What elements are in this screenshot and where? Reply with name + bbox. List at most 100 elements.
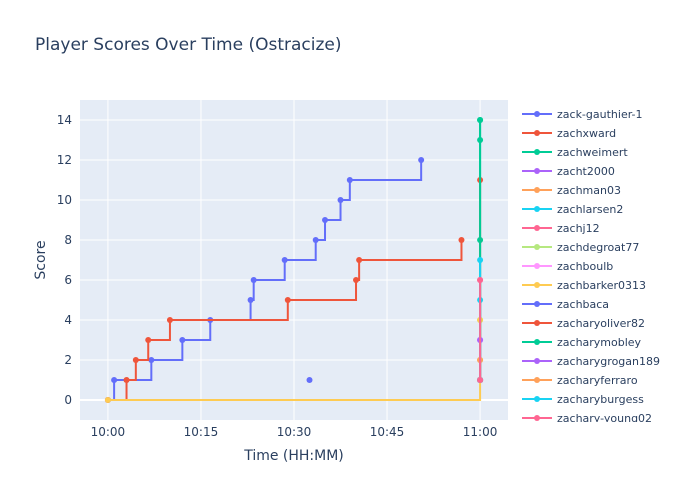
data-point[interactable]	[250, 277, 257, 283]
legend-swatch-marker	[534, 130, 540, 136]
legend-label: zachdegroat77	[557, 241, 639, 254]
legend-item-zachbarker0313[interactable]: zachbarker0313	[522, 279, 646, 292]
legend-label: zachbarker0313	[557, 279, 646, 292]
y-axis-title: Score	[33, 240, 49, 279]
legend[interactable]: zack-gauthier-1 zachxward zachweimert zacht…	[522, 108, 660, 425]
legend-item-zack-gauthier-1[interactable]: zack-gauthier-1	[522, 108, 643, 121]
legend-swatch-marker	[534, 415, 540, 421]
data-point[interactable]	[477, 277, 484, 283]
legend-label: zachary-young02	[557, 412, 652, 425]
x-tick-label: 10:00	[91, 425, 126, 439]
x-tick-label: 10:15	[184, 425, 219, 439]
data-point[interactable]	[148, 357, 155, 363]
series-zachbaca	[306, 377, 313, 383]
legend-label: zachman03	[557, 184, 621, 197]
legend-swatch-marker	[534, 149, 540, 155]
legend-swatch-marker	[534, 339, 540, 345]
x-tick-label: 10:45	[370, 425, 405, 439]
legend-label: zachweimert	[557, 146, 628, 159]
data-point[interactable]	[418, 157, 425, 163]
data-point[interactable]	[337, 197, 344, 203]
legend-label: zachj12	[557, 222, 600, 235]
legend-item-zacharyoliver82[interactable]: zacharyoliver82	[522, 317, 645, 330]
legend-label: zachboulb	[557, 260, 613, 273]
legend-swatch-marker	[534, 244, 540, 250]
legend-swatch-marker	[534, 168, 540, 174]
x-axis-title: Time (HH:MM)	[243, 448, 344, 464]
legend-label: zacharygrogan189	[557, 355, 660, 368]
legend-label: zacharyoliver82	[557, 317, 645, 330]
y-tick-label: 6	[64, 273, 72, 287]
legend-label: zachxward	[557, 127, 616, 140]
data-point[interactable]	[322, 217, 329, 223]
legend-label: zachbaca	[557, 298, 609, 311]
data-point[interactable]	[477, 117, 484, 123]
y-tick-label: 0	[64, 393, 72, 407]
legend-swatch-marker	[534, 206, 540, 212]
legend-swatch-marker	[534, 301, 540, 307]
y-tick-label: 10	[57, 193, 72, 207]
legend-item-zachj12[interactable]: zachj12	[522, 222, 600, 235]
data-point[interactable]	[458, 237, 465, 243]
data-point[interactable]	[111, 377, 118, 383]
series-zachary-young02	[477, 277, 484, 383]
legend-item-zachboulb[interactable]: zachboulb	[522, 260, 613, 273]
legend-item-zacharygrogan189[interactable]: zacharygrogan189	[522, 355, 660, 368]
legend-label: zack-gauthier-1	[557, 108, 643, 121]
legend-swatch-marker	[534, 225, 540, 231]
data-point[interactable]	[312, 237, 319, 243]
series-zack-gauthier-1	[104, 157, 425, 403]
legend-swatch-marker	[534, 111, 540, 117]
data-point[interactable]	[477, 377, 484, 383]
series-group	[104, 117, 484, 403]
legend-item-zacharyferraro[interactable]: zacharyferraro	[522, 374, 638, 387]
legend-item-zacht2000[interactable]: zacht2000	[522, 165, 615, 178]
legend-item-zacharyburgess[interactable]: zacharyburgess	[522, 393, 644, 406]
data-point[interactable]	[104, 397, 111, 403]
data-point[interactable]	[477, 257, 484, 263]
legend-item-zacharymobley[interactable]: zacharymobley	[522, 336, 642, 349]
y-tick-label: 12	[57, 153, 72, 167]
legend-swatch-marker	[534, 320, 540, 326]
data-point[interactable]	[281, 257, 288, 263]
legend-swatch-marker	[534, 282, 540, 288]
legend-item-zachlarsen2[interactable]: zachlarsen2	[522, 203, 623, 216]
legend-swatch-marker	[534, 263, 540, 269]
data-point[interactable]	[356, 257, 363, 263]
data-point[interactable]	[346, 177, 353, 183]
legend-label: zachlarsen2	[557, 203, 623, 216]
legend-item-zachary-young02[interactable]: zachary-young02	[522, 412, 652, 425]
legend-item-zachman03[interactable]: zachman03	[522, 184, 621, 197]
series-zachxward	[104, 237, 465, 403]
legend-swatch-marker	[534, 187, 540, 193]
x-tick-label: 11:00	[463, 425, 498, 439]
legend-swatch-marker	[534, 377, 540, 383]
legend-item-zachbaca[interactable]: zachbaca	[522, 298, 609, 311]
legend-label: zacharyburgess	[557, 393, 644, 406]
data-point[interactable]	[247, 297, 254, 303]
legend-swatch-marker	[534, 396, 540, 402]
legend-swatch-marker	[534, 358, 540, 364]
x-axis-ticks: 10:00 10:15 10:30 10:45 11:00	[91, 425, 498, 439]
y-tick-label: 4	[64, 313, 72, 327]
legend-item-zachdegroat77[interactable]: zachdegroat77	[522, 241, 639, 254]
legend-label: zacht2000	[557, 165, 615, 178]
data-point[interactable]	[145, 337, 152, 343]
data-point[interactable]	[353, 277, 360, 283]
legend-item-zachweimert[interactable]: zachweimert	[522, 146, 628, 159]
data-point[interactable]	[166, 317, 173, 323]
y-tick-label: 8	[64, 233, 72, 247]
y-tick-label: 14	[57, 113, 72, 127]
y-tick-label: 2	[64, 353, 72, 367]
data-point[interactable]	[306, 377, 313, 383]
data-point[interactable]	[284, 297, 291, 303]
y-axis-ticks: 0 2 4 6 8 10 12 14	[57, 113, 72, 407]
data-point[interactable]	[179, 337, 186, 343]
data-point[interactable]	[123, 377, 130, 383]
x-tick-label: 10:30	[277, 425, 312, 439]
legend-label: zacharymobley	[557, 336, 642, 349]
legend-item-zachxward[interactable]: zachxward	[522, 127, 616, 140]
data-point[interactable]	[132, 357, 139, 363]
chart-title: Player Scores Over Time (Ostracize)	[35, 35, 342, 55]
